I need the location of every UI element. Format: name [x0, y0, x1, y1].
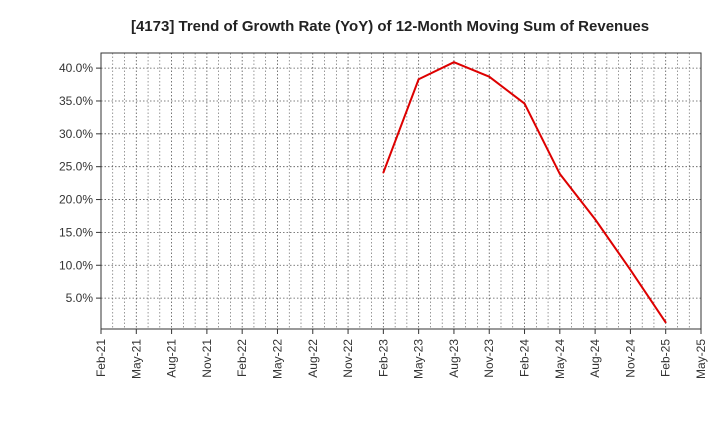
y-tick-label: 5.0% — [66, 291, 94, 305]
y-tick-label: 30.0% — [59, 127, 93, 141]
plot-area-frame — [100, 52, 702, 330]
series-point — [488, 75, 491, 78]
series-point — [594, 218, 597, 221]
y-axis-ticks: 5.0% 10.0% 15.0% 20.0% 25.0% 30.0% 35.0% 40.0% — [59, 61, 101, 305]
series-point — [629, 268, 632, 271]
x-tick-label: May-21 — [129, 339, 143, 379]
x-tick-label: Feb-24 — [518, 339, 532, 377]
x-tick-label: Feb-22 — [235, 339, 249, 377]
grid-lines — [101, 53, 701, 329]
y-tick-label: 20.0% — [59, 193, 93, 207]
series-point — [417, 78, 420, 81]
x-tick-label: Aug-22 — [306, 339, 320, 378]
x-tick-label: May-23 — [412, 339, 426, 379]
x-tick-label: Nov-21 — [200, 339, 214, 378]
x-tick-label: Aug-23 — [447, 339, 461, 378]
x-tick-label: May-24 — [553, 339, 567, 379]
chart-title: [4173] Trend of Growth Rate (YoY) of 12-… — [131, 18, 649, 35]
x-tick-label: Nov-22 — [341, 339, 355, 378]
series-point — [523, 102, 526, 105]
x-tick-label: Nov-24 — [623, 339, 637, 378]
series-layer — [382, 61, 667, 324]
x-tick-label: Nov-23 — [482, 339, 496, 378]
y-tick-label: 25.0% — [59, 160, 93, 174]
x-axis-ticks: Feb-21 May-21 Aug-21 Nov-21 Feb-22 May-22 Aug-… — [94, 329, 708, 379]
x-tick-label: May-22 — [270, 339, 284, 379]
y-tick-label: 10.0% — [59, 258, 93, 272]
series-point — [382, 171, 385, 174]
x-tick-label: Feb-25 — [659, 339, 673, 377]
x-tick-label: Feb-23 — [376, 339, 390, 377]
x-tick-label: Feb-21 — [94, 339, 108, 377]
x-tick-label: Aug-24 — [588, 339, 602, 378]
series-point — [453, 61, 455, 64]
x-tick-label: Aug-21 — [165, 339, 179, 378]
y-tick-label: 40.0% — [59, 61, 93, 75]
x-tick-label: May-25 — [694, 339, 708, 379]
series-point — [664, 321, 667, 324]
series-point — [558, 173, 561, 175]
y-tick-label: 35.0% — [59, 94, 93, 108]
y-tick-label: 15.0% — [59, 225, 93, 239]
